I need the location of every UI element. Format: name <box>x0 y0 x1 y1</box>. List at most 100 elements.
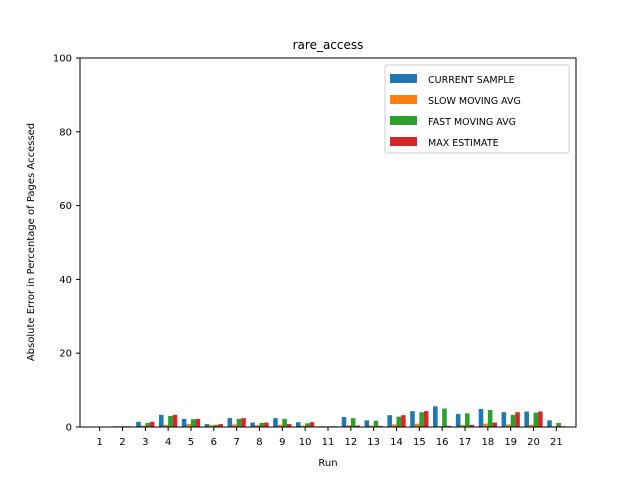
bar <box>140 425 146 427</box>
x-tick-label: 15 <box>413 437 426 448</box>
bar <box>410 411 415 427</box>
bar <box>387 415 392 427</box>
x-tick-label: 3 <box>142 437 148 448</box>
legend-frame <box>384 64 570 154</box>
x-tick-label: 6 <box>211 437 217 448</box>
legend-label: MAX ESTIMATE <box>428 138 499 149</box>
bar <box>510 414 516 427</box>
bar <box>341 417 347 427</box>
bar <box>227 418 233 427</box>
legend-swatch <box>390 137 417 146</box>
bar <box>241 418 246 427</box>
bar <box>254 425 260 427</box>
bar <box>236 418 242 427</box>
bar <box>538 411 543 427</box>
bar <box>181 418 187 427</box>
bar <box>455 414 461 427</box>
bar <box>528 424 534 427</box>
bar <box>218 424 223 427</box>
bar <box>414 423 420 427</box>
bar <box>501 412 507 427</box>
x-tick-label: 13 <box>367 437 380 448</box>
bar <box>286 424 292 427</box>
x-tick-label: 19 <box>504 437 517 448</box>
bar <box>168 415 173 427</box>
chart-title: rare_access <box>293 38 364 52</box>
bar <box>460 424 466 427</box>
bar <box>364 420 370 427</box>
bar <box>346 425 351 427</box>
x-tick-label: 16 <box>436 437 449 448</box>
y-tick-label: 60 <box>59 201 72 212</box>
bar <box>213 424 219 427</box>
bar <box>506 424 511 427</box>
legend-swatch <box>390 116 417 125</box>
x-tick-label: 18 <box>481 437 494 448</box>
bars-group <box>113 406 566 427</box>
x-tick-label: 9 <box>279 437 285 448</box>
bar <box>492 422 497 427</box>
bar <box>204 424 210 427</box>
bar <box>419 412 424 427</box>
y-tick-label: 80 <box>59 127 72 138</box>
bar <box>423 411 429 427</box>
x-axis: 1 2 3 4 5 6 7 8 9 10 11 12 13 14 15 16 17 18 19 20 21 <box>96 427 563 448</box>
bar <box>296 422 301 427</box>
legend-label: SLOW MOVING AVG <box>428 96 521 107</box>
legend-label: FAST MOVING AVG <box>428 117 516 128</box>
bar <box>469 424 475 427</box>
bar <box>396 416 402 427</box>
legend-swatch <box>390 74 417 83</box>
bar <box>547 420 552 427</box>
x-tick-label: 2 <box>119 437 125 448</box>
bar <box>524 411 529 427</box>
y-tick-label: 0 <box>66 423 72 434</box>
bar <box>145 422 150 427</box>
legend: CURRENT SAMPLE SLOW MOVING AVG FAST MOVING… <box>384 64 570 154</box>
bar <box>478 408 484 427</box>
bar <box>433 406 438 427</box>
x-tick-label: 21 <box>550 437 563 448</box>
y-tick-label: 40 <box>59 275 72 286</box>
x-tick-label: 14 <box>390 437 403 448</box>
bar <box>515 412 520 427</box>
bar <box>264 422 269 427</box>
bar <box>350 418 356 427</box>
bar <box>556 422 561 427</box>
x-tick-label: 1 <box>96 437 102 448</box>
x-tick-label: 12 <box>344 437 357 448</box>
x-tick-label: 20 <box>527 437 540 448</box>
bar <box>163 424 169 427</box>
bar <box>190 419 196 427</box>
bar <box>259 422 265 427</box>
bar <box>277 424 283 427</box>
x-axis-label: Run <box>318 458 337 469</box>
bar <box>209 425 214 427</box>
bar <box>378 425 383 427</box>
bar <box>136 421 141 427</box>
bar <box>533 412 539 427</box>
bar <box>172 414 178 427</box>
y-axis: 0 20 40 60 80 100 <box>53 54 80 434</box>
legend-swatch <box>390 95 417 104</box>
bar <box>465 413 470 427</box>
bar <box>159 414 164 427</box>
bar <box>369 425 374 427</box>
y-tick-label: 20 <box>59 349 72 360</box>
bar <box>305 423 310 427</box>
bar <box>186 424 191 427</box>
bar <box>446 425 452 427</box>
legend-label: CURRENT SAMPLE <box>428 75 515 86</box>
y-axis-label: Absolute Error in Percentage of Pages Ac… <box>26 123 37 361</box>
bar <box>250 422 255 427</box>
bar <box>442 408 447 427</box>
bar <box>355 425 360 427</box>
bar <box>309 422 315 427</box>
bar <box>300 425 306 427</box>
bar <box>232 424 237 427</box>
bar <box>195 418 201 427</box>
x-tick-label: 4 <box>165 437 171 448</box>
y-tick-label: 100 <box>53 54 72 65</box>
bar <box>483 423 488 427</box>
